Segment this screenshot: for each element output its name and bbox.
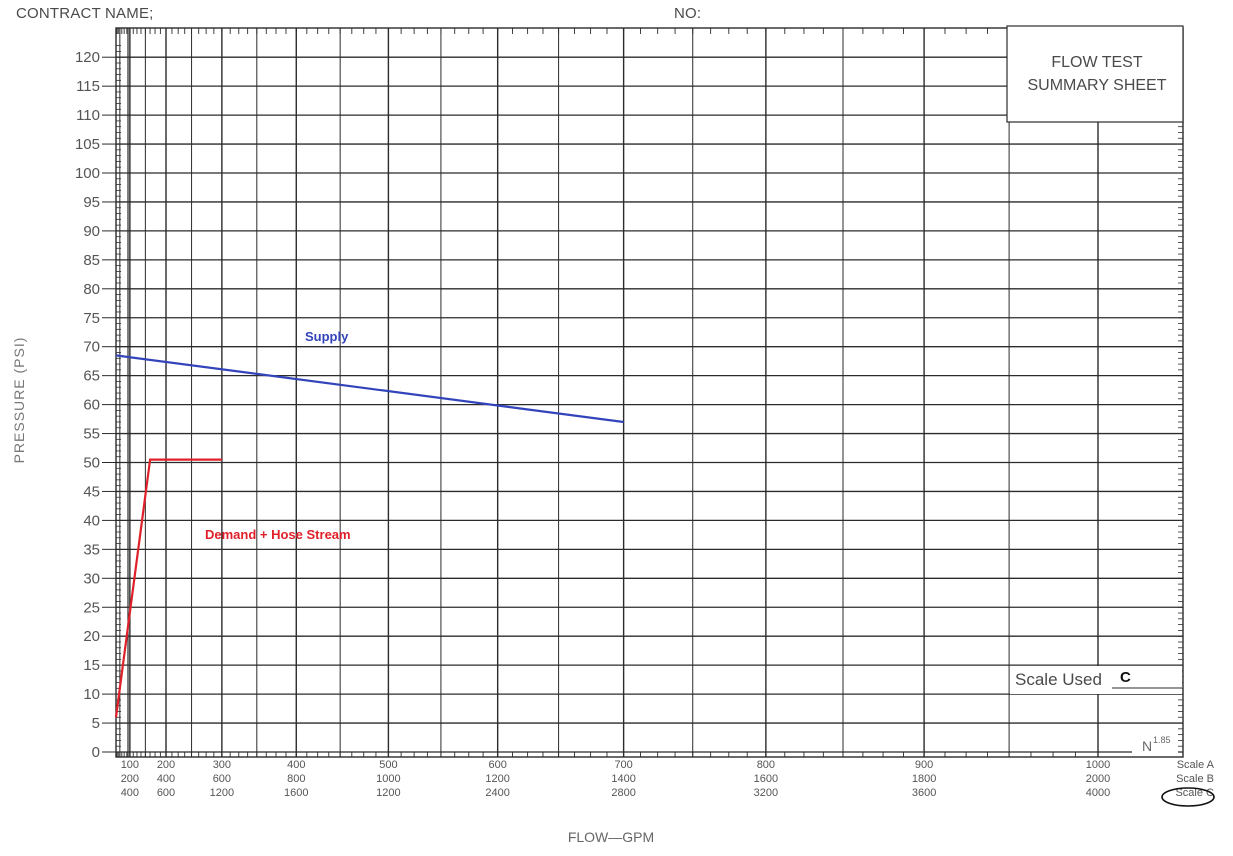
y-tick-label: 45 bbox=[83, 483, 100, 500]
y-tick-label: 75 bbox=[83, 310, 100, 327]
y-tick-label: 5 bbox=[92, 715, 100, 732]
x-tick-label: 1200 bbox=[210, 787, 234, 799]
title-line-2: SUMMARY SHEET bbox=[1028, 77, 1167, 94]
supply-series-label: Supply bbox=[305, 329, 349, 344]
x-tick-label: 200 bbox=[121, 773, 139, 785]
y-tick-label: 25 bbox=[83, 599, 100, 616]
supply-line bbox=[115, 354, 624, 424]
y-tick-label: 20 bbox=[83, 628, 100, 645]
y-tick-label: 85 bbox=[83, 252, 100, 269]
y-tick-label: 80 bbox=[83, 281, 100, 298]
x-tick-label: 2400 bbox=[485, 787, 509, 799]
y-tick-label: 0 bbox=[92, 744, 100, 761]
x-tick-label: 800 bbox=[287, 773, 305, 785]
x-tick-label: 500 bbox=[379, 759, 397, 771]
y-tick-label: 110 bbox=[76, 107, 100, 124]
y-axis-label: PRESSURE (PSI) bbox=[11, 337, 27, 464]
y-tick-label: 95 bbox=[83, 194, 100, 211]
n-exponent: 1.85 bbox=[1153, 735, 1171, 745]
y-tick-label: 60 bbox=[83, 397, 100, 414]
x-tick-label: 3600 bbox=[912, 787, 936, 799]
scale-used-value: C bbox=[1120, 669, 1131, 686]
x-tick-label: 200 bbox=[157, 759, 175, 771]
y-tick-label: 10 bbox=[83, 686, 100, 703]
y-tick-label: 65 bbox=[83, 368, 100, 385]
n-label: N bbox=[1142, 738, 1152, 754]
x-tick-label: 600 bbox=[213, 773, 231, 785]
x-tick-label: 600 bbox=[157, 787, 175, 799]
chart-series bbox=[114, 354, 624, 718]
y-tick-label: 30 bbox=[83, 570, 100, 587]
chart-grid bbox=[115, 27, 1184, 758]
y-tick-label: 55 bbox=[83, 426, 100, 443]
title-line-1: FLOW TEST bbox=[1051, 54, 1142, 71]
title-box bbox=[1006, 25, 1184, 123]
x-tick-label: 2800 bbox=[611, 787, 635, 799]
y-tick-label: 70 bbox=[83, 339, 100, 356]
x-tick-label: 1600 bbox=[284, 787, 308, 799]
x-tick-label: 100 bbox=[121, 759, 139, 771]
number-label: NO: bbox=[674, 5, 702, 22]
y-tick-label: 15 bbox=[83, 657, 100, 674]
scale-name-label: Scale A bbox=[1177, 759, 1215, 771]
selected-scale-circle bbox=[1161, 787, 1215, 807]
x-tick-label: 1800 bbox=[912, 773, 936, 785]
x-tick-label: 900 bbox=[915, 759, 933, 771]
x-tick-label: 1200 bbox=[376, 787, 400, 799]
x-tick-label: 400 bbox=[157, 773, 175, 785]
y-tick-label: 100 bbox=[75, 165, 100, 182]
x-tick-label: 800 bbox=[757, 759, 775, 771]
contract-name-label: CONTRACT NAME; bbox=[16, 5, 154, 22]
x-tick-label: 600 bbox=[488, 759, 506, 771]
x-tick-label: 2000 bbox=[1086, 773, 1110, 785]
x-axis-ticks: 100 200 300 400 500 600 700 800 900 1000 200 400 600… bbox=[121, 759, 1111, 799]
x-tick-label: 1200 bbox=[485, 773, 509, 785]
y-tick-label: 35 bbox=[83, 541, 100, 558]
y-tick-label: 50 bbox=[83, 455, 100, 472]
x-tick-label: 1400 bbox=[611, 773, 635, 785]
y-tick-label: 120 bbox=[75, 49, 100, 66]
x-tick-label: 1000 bbox=[376, 773, 400, 785]
x-tick-label: 1000 bbox=[1086, 759, 1110, 771]
x-tick-label: 1600 bbox=[754, 773, 778, 785]
x-tick-label: 300 bbox=[213, 759, 231, 771]
x-tick-label: 400 bbox=[287, 759, 305, 771]
x-tick-label: 3200 bbox=[754, 787, 778, 799]
x-tick-label: 400 bbox=[121, 787, 139, 799]
scale-name-label: Scale B bbox=[1176, 773, 1214, 785]
y-tick-label: 105 bbox=[75, 136, 100, 153]
x-axis-label: FLOW—GPM bbox=[568, 829, 654, 845]
demand-series-label: Demand + Hose Stream bbox=[205, 527, 351, 542]
x-tick-label: 4000 bbox=[1086, 787, 1110, 799]
y-tick-label: 90 bbox=[83, 223, 100, 240]
scale-used-label: Scale Used bbox=[1015, 670, 1102, 689]
y-tick-label: 40 bbox=[83, 512, 100, 529]
demand-line bbox=[114, 458, 222, 718]
scale-used-box bbox=[1010, 666, 1182, 694]
y-tick-label: 115 bbox=[76, 78, 100, 95]
plot-frame bbox=[115, 27, 1184, 758]
n-label-bg bbox=[1132, 735, 1178, 755]
x-tick-label: 700 bbox=[614, 759, 632, 771]
y-axis-ticks: 0 5 10 15 20 25 30 35 40 45 50 55 60 65 70 75 80 85 90 95 10… bbox=[75, 49, 116, 761]
